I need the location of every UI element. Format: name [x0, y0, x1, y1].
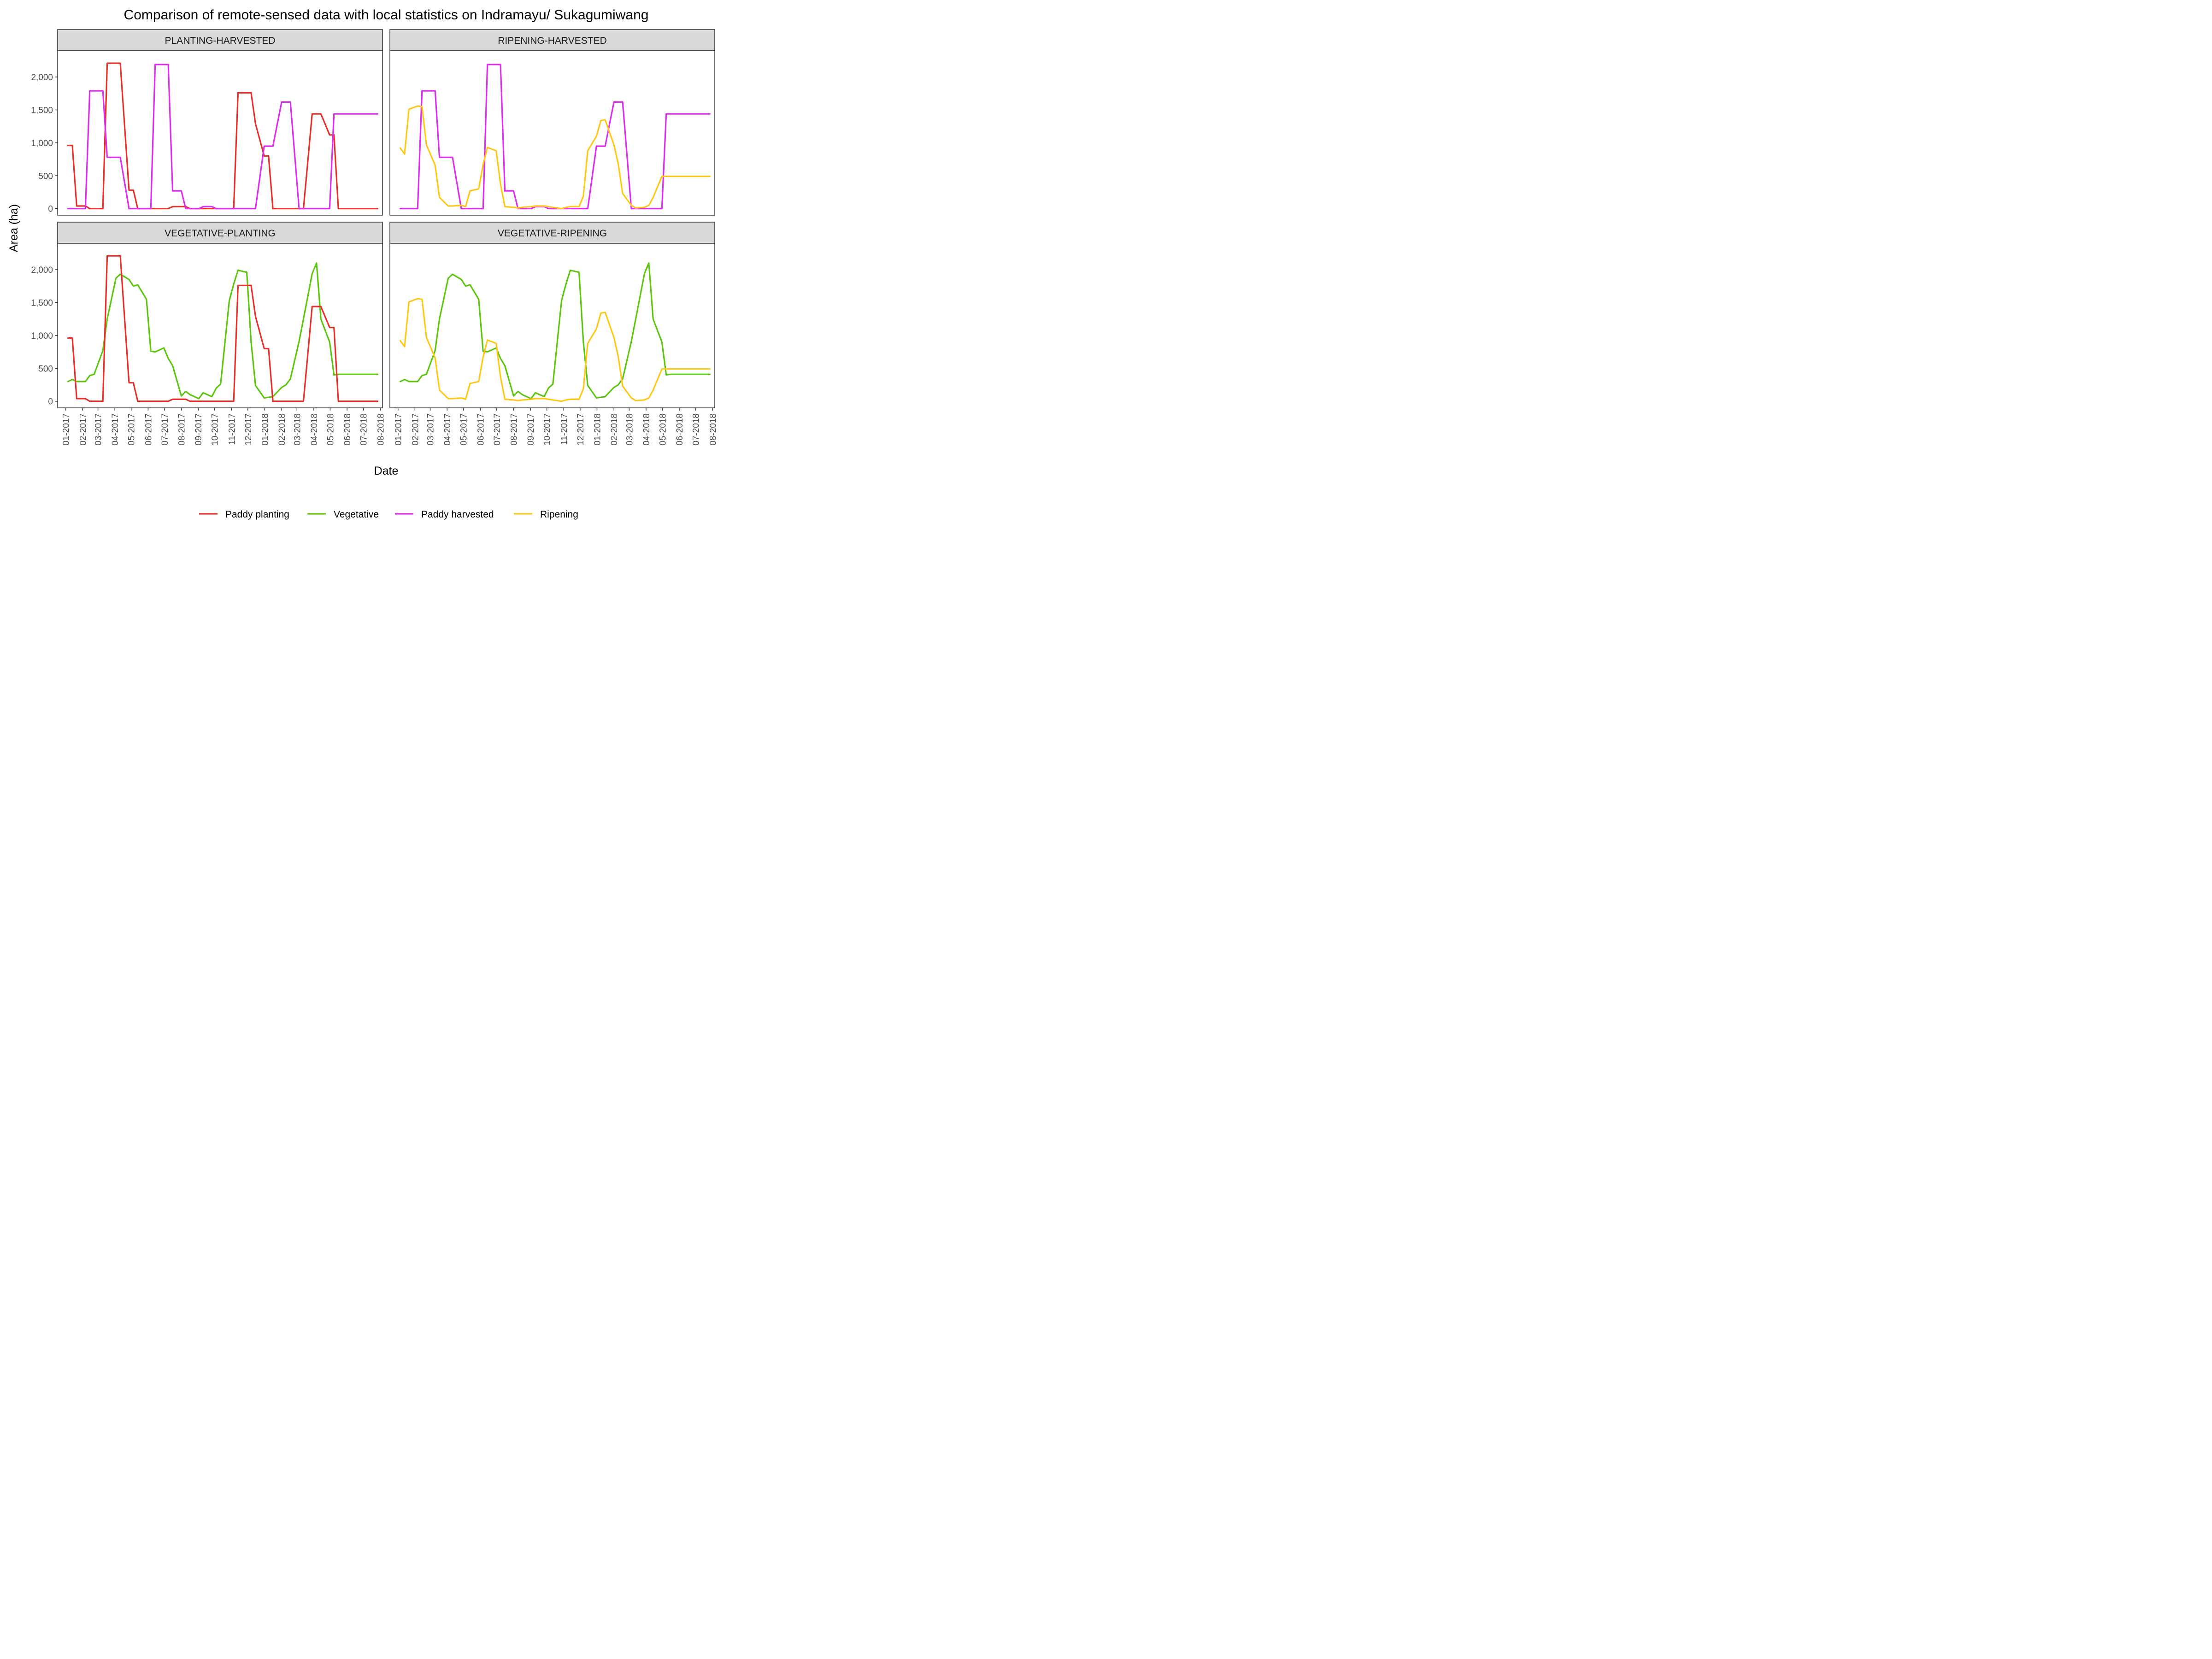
- x-tick-label: 02-2017: [411, 413, 420, 446]
- series-lines: [399, 262, 711, 402]
- x-tick-label: 07-2017: [160, 413, 170, 446]
- x-tick-label: 06-2018: [675, 413, 685, 446]
- x-tick-label: 12-2017: [576, 413, 586, 446]
- x-tick-label: 04-2017: [111, 413, 120, 446]
- panel-border: [389, 243, 715, 408]
- x-tick-label: 01-2017: [62, 413, 71, 446]
- x-tick-label: 07-2018: [692, 413, 701, 446]
- x-tick-label: 07-2017: [493, 413, 502, 446]
- x-tick-label: 08-2017: [510, 413, 519, 446]
- legend: Paddy planting Vegetative Paddy harvested R…: [199, 509, 578, 520]
- y-tick-label: 1,500: [31, 106, 53, 116]
- y-tick-label: 2,000: [31, 73, 53, 82]
- legend-label: Vegetative: [334, 509, 379, 520]
- facet-panel: VEGETATIVE-PLANTING 0 500 1,000 1,500 2,000 01…: [31, 222, 386, 446]
- y-tick-label: 1,000: [31, 139, 53, 148]
- x-tick-label: 04-2018: [642, 413, 652, 446]
- facet-panel: VEGETATIVE-RIPENING 01-2017 02-2017 03-2017…: [389, 222, 718, 446]
- legend-label: Paddy planting: [225, 509, 289, 520]
- facet-strip-label: RIPENING-HARVESTED: [498, 35, 607, 46]
- series-line-ripening: [399, 105, 711, 210]
- x-tick-label: 02-2018: [610, 413, 619, 446]
- series-lines: [399, 64, 711, 210]
- y-tick-label: 0: [48, 205, 53, 214]
- x-tick-label: 05-2018: [326, 413, 335, 446]
- x-tick-label: 04-2017: [443, 413, 453, 446]
- facet-strip: [57, 29, 383, 51]
- facet-panel: PLANTING-HARVESTED 0 500 1,000 1,500 2,000: [31, 29, 383, 216]
- panel-border: [57, 50, 383, 216]
- facet-strip-label: PLANTING-HARVESTED: [165, 35, 276, 46]
- series-line-ripening: [399, 298, 711, 402]
- series-line-paddy-harvested: [67, 64, 379, 210]
- series-line-vegetative: [67, 262, 379, 400]
- facet-panel: RIPENING-HARVESTED: [389, 29, 715, 216]
- facet-strip: [389, 29, 715, 51]
- series-line-vegetative: [399, 262, 711, 400]
- y-axis-title: Area (ha): [7, 204, 20, 252]
- chart: Comparison of remote-sensed data with lo…: [7, 7, 718, 520]
- panel-border: [57, 243, 383, 408]
- x-tick-label: 04-2018: [310, 413, 319, 446]
- x-tick-label: 08-2018: [708, 413, 718, 446]
- x-tick-label: 03-2017: [94, 413, 104, 446]
- x-tick-label: 09-2017: [194, 413, 204, 446]
- x-tick-label: 02-2018: [277, 413, 287, 446]
- y-tick-label: 1,500: [31, 299, 53, 308]
- x-tick-label: 06-2018: [343, 413, 353, 446]
- x-tick-label: 06-2017: [476, 413, 486, 446]
- y-tick-label: 1,000: [31, 331, 53, 341]
- legend-label: Paddy harvested: [421, 509, 494, 520]
- x-tick-label: 08-2018: [376, 413, 386, 446]
- x-tick-label: 07-2018: [359, 413, 369, 446]
- x-tick-label: 05-2017: [459, 413, 469, 446]
- y-tick-label: 0: [48, 397, 53, 407]
- x-tick-label: 03-2017: [426, 413, 436, 446]
- facet-strip-label: VEGETATIVE-RIPENING: [498, 228, 607, 239]
- legend-label: Ripening: [540, 509, 578, 520]
- x-tick-label: 01-2018: [260, 413, 270, 446]
- series-line-paddy-harvested: [399, 64, 711, 210]
- x-tick-label: 05-2017: [127, 413, 137, 446]
- legend-item: Vegetative: [307, 509, 379, 520]
- x-tick-label: 01-2018: [593, 413, 602, 446]
- y-tick-label: 500: [38, 364, 53, 374]
- x-tick-label: 06-2017: [144, 413, 153, 446]
- series-lines: [67, 62, 379, 210]
- legend-item: Paddy harvested: [395, 509, 494, 520]
- legend-item: Ripening: [514, 509, 578, 520]
- chart-title: Comparison of remote-sensed data with lo…: [124, 7, 649, 23]
- panel-border: [389, 50, 715, 216]
- x-tick-label: 03-2018: [293, 413, 302, 446]
- x-tick-label: 03-2018: [625, 413, 635, 446]
- facet-strip-label: VEGETATIVE-PLANTING: [165, 228, 276, 239]
- x-axis-title: Date: [374, 465, 399, 477]
- x-tick-label: 05-2018: [658, 413, 668, 446]
- facet-panels: PLANTING-HARVESTED 0 500 1,000 1,500 2,000 RIP…: [31, 29, 718, 446]
- x-tick-label: 02-2017: [78, 413, 88, 446]
- x-tick-label: 11-2017: [559, 413, 569, 445]
- x-tick-label: 12-2017: [244, 413, 253, 446]
- legend-item: Paddy planting: [199, 509, 289, 520]
- series-lines: [67, 255, 379, 402]
- x-tick-label: 11-2017: [227, 413, 237, 445]
- x-tick-label: 01-2017: [394, 413, 404, 446]
- series-line-paddy-planting: [67, 255, 379, 402]
- facet-strip: [389, 222, 715, 244]
- plot-area: [390, 51, 715, 215]
- y-tick-label: 2,000: [31, 265, 53, 275]
- plot-area: [390, 243, 715, 408]
- x-tick-label: 10-2017: [543, 413, 553, 446]
- x-tick-label: 10-2017: [211, 413, 220, 446]
- x-tick-label: 08-2017: [177, 413, 187, 446]
- y-tick-label: 500: [38, 171, 53, 181]
- x-tick-label: 09-2017: [526, 413, 536, 446]
